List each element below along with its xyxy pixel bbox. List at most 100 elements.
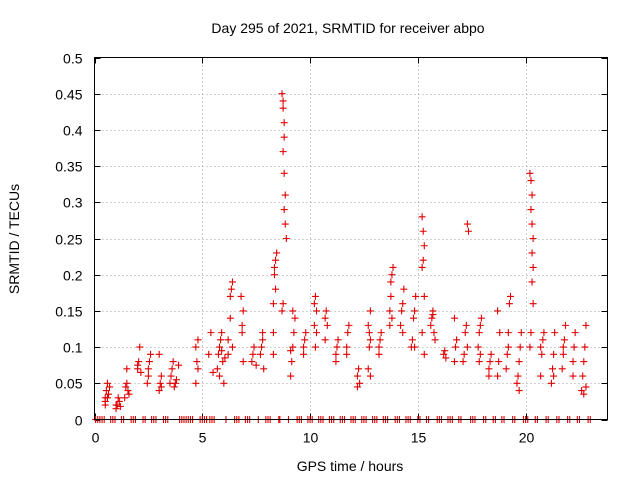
data-point [459,358,467,366]
data-point [193,358,201,366]
x-tick-label: 5 [199,430,207,446]
data-point [412,292,420,300]
data-point [205,350,213,358]
data-point [105,390,113,398]
data-point [281,191,289,199]
data-point [502,365,510,373]
data-point [287,347,295,355]
data-point [476,350,484,358]
data-point [529,300,537,308]
data-point [580,390,588,398]
data-point [540,329,548,337]
data-point [474,343,482,351]
data-point [366,307,374,315]
data-point [259,329,267,337]
data-point [172,376,180,384]
data-point [144,372,152,380]
data-point [168,365,176,373]
data-point [486,358,494,366]
data-point [226,292,234,300]
data-point [514,372,522,380]
data-point [213,365,221,373]
data-point [287,372,295,380]
data-point [216,372,224,380]
data-point [137,368,145,376]
data-point [145,358,153,366]
data-point [453,336,461,344]
data-point [217,336,225,344]
data-point [528,249,536,257]
data-point [515,387,523,395]
data-point [221,354,229,362]
data-point [571,329,579,337]
data-point [280,119,288,127]
data-point [155,350,163,358]
data-point [279,104,287,112]
data-point [134,361,142,369]
data-point [386,307,394,315]
data-point [570,343,578,351]
data-point [289,343,297,351]
data-point [549,365,557,373]
x-tick-label: 0 [92,430,100,446]
data-point [278,307,286,315]
data-point [504,329,512,337]
data-point [300,343,308,351]
data-point [450,358,458,366]
data-point [224,350,232,358]
data-point [144,365,152,373]
data-point [485,365,493,373]
data-point [239,307,247,315]
data-point [504,343,512,351]
data-point [343,350,351,358]
data-point [157,372,165,380]
y-tick-label: 0.2 [63,268,83,284]
data-point [419,227,427,235]
data-point [239,358,247,366]
data-point [302,329,310,337]
data-point [115,397,123,405]
data-point [527,177,535,185]
data-point [397,321,405,329]
data-point [420,350,428,358]
data-point [167,372,175,380]
data-point [537,343,545,351]
data-point [582,383,590,391]
data-point [386,321,394,329]
data-point [527,206,535,214]
x-tick-label: 15 [411,430,427,446]
data-point [547,379,555,387]
data-point [332,350,340,358]
data-point [375,350,383,358]
data-point [226,314,234,322]
data-point [279,148,287,156]
data-point [311,343,319,351]
data-point [387,278,395,286]
data-point [135,358,143,366]
data-point [569,372,577,380]
data-point [237,292,245,300]
data-point [175,361,183,369]
data-point [430,329,438,337]
data-point [375,343,383,351]
data-point [517,329,525,337]
y-axis-label: SRMTID / TECUs [6,184,22,294]
data-point [273,249,281,257]
data-point [258,343,266,351]
data-point [460,350,468,358]
data-point [343,343,351,351]
data-point [494,307,502,315]
data-point [102,387,110,395]
data-point [209,368,217,376]
data-point [207,329,215,337]
data-point [122,383,130,391]
data-point [529,263,537,271]
data-point [155,387,163,395]
data-point [559,350,567,358]
data-point [516,343,524,351]
data-point [218,329,226,337]
data-point [116,402,124,410]
data-point [311,292,319,300]
data-point [355,365,363,373]
data-point [288,358,296,366]
